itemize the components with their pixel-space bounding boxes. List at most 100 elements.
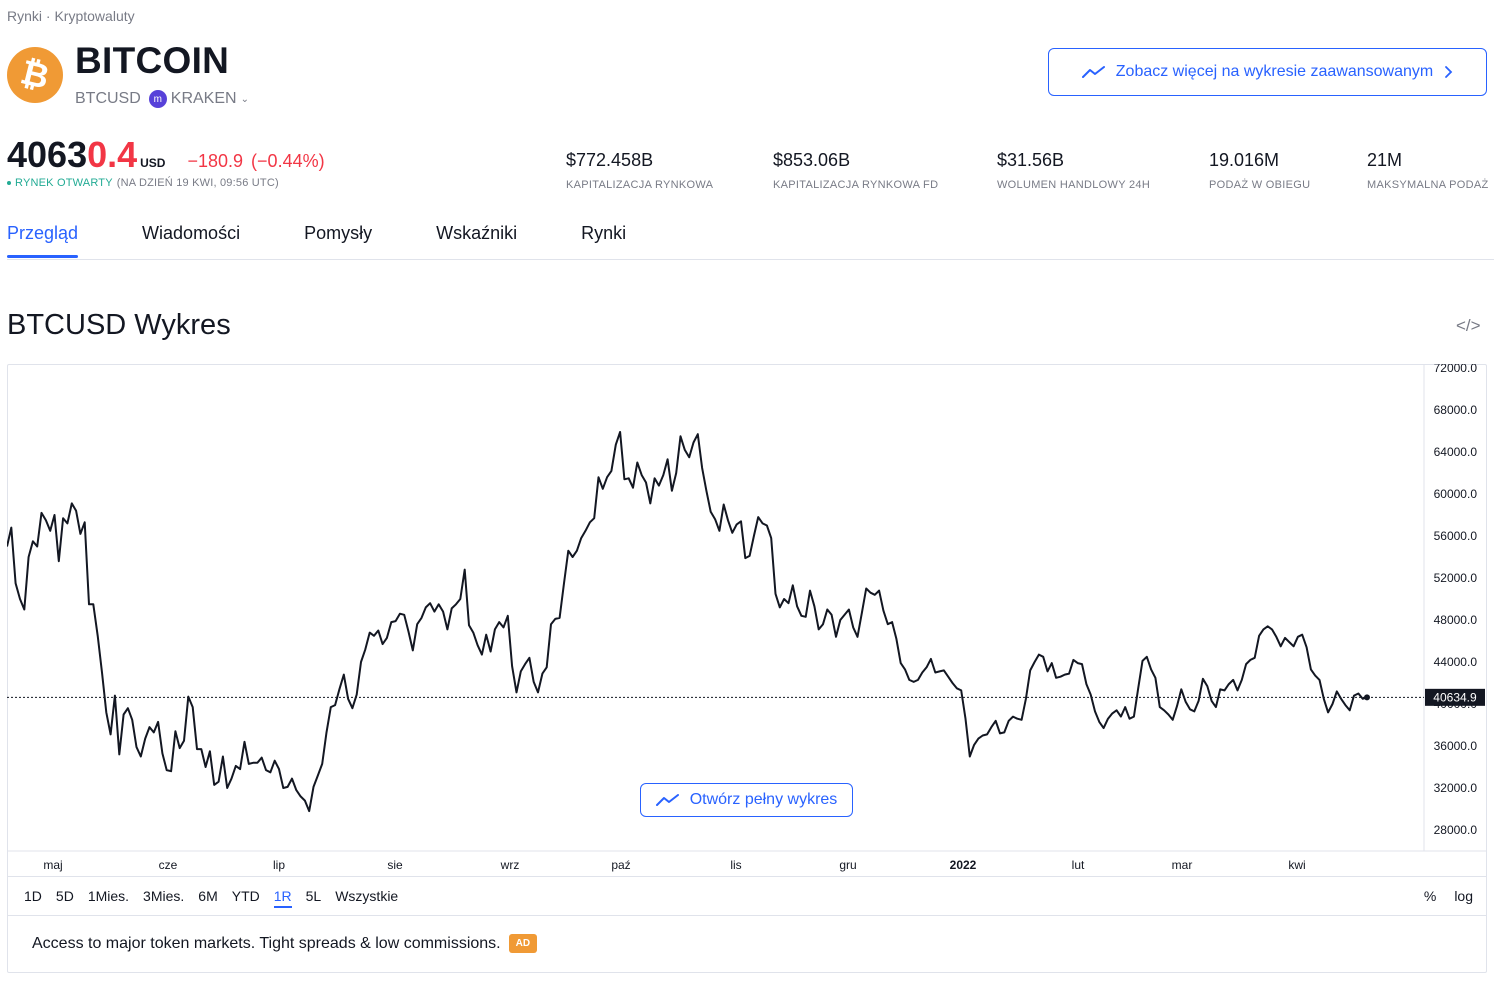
price-chart[interactable]: 72000.0 68000.0 64000.0 60000.0 56000.0 52000… bbox=[7, 364, 1487, 874]
time-tick-label: paź bbox=[611, 858, 630, 872]
stat-label: KAPITALIZACJA RYNKOWA FD bbox=[773, 179, 939, 191]
exchange-name: KRAKEN bbox=[170, 90, 237, 107]
price-change: −180.9 bbox=[187, 151, 244, 171]
tabs-divider bbox=[7, 259, 1494, 260]
price-change-percent: (−0.44%) bbox=[251, 151, 325, 171]
range-6m[interactable]: 6M bbox=[198, 888, 218, 904]
tab-news[interactable]: Wiadomości bbox=[142, 223, 241, 243]
breadcrumb: Rynki · Kryptowaluty bbox=[7, 8, 135, 24]
chart-line-icon bbox=[1081, 66, 1105, 78]
breadcrumb-crypto-link[interactable]: Kryptowaluty bbox=[54, 8, 135, 24]
price-tick-label: 68000.0 bbox=[1434, 403, 1478, 417]
stat-label: KAPITALIZACJA RYNKOWA bbox=[566, 179, 714, 191]
time-tick-label: lis bbox=[730, 858, 741, 872]
tab-indicators[interactable]: Wskaźniki bbox=[436, 223, 518, 243]
bitcoin-symbol: ₿ bbox=[16, 52, 54, 98]
price-last-digits: 0.4 bbox=[87, 134, 138, 175]
market-open-label: RYNEK OTWARTY bbox=[15, 177, 113, 189]
price-tick-label: 28000.0 bbox=[1434, 823, 1478, 837]
last-price-label: 40634.9 bbox=[1425, 688, 1485, 706]
stat-value: $772.458B bbox=[566, 150, 654, 170]
price-tick-label: 36000.0 bbox=[1434, 739, 1478, 753]
stat-value: $853.06B bbox=[773, 150, 851, 170]
price-currency: USD bbox=[140, 156, 166, 170]
price-tick-label: 32000.0 bbox=[1434, 781, 1478, 795]
price-tick-label: 64000.0 bbox=[1434, 445, 1478, 459]
last-price-badge bbox=[1425, 688, 1485, 706]
symbol-row: BTCUSD m KRAKEN ⌄ bbox=[75, 90, 249, 108]
time-tick-label: lut bbox=[1072, 858, 1085, 872]
time-axis: maj cze lip sie wrz paź lis gru 2022 lut mar kwi bbox=[43, 858, 1305, 872]
exchange-selector[interactable]: m KRAKEN ⌄ bbox=[148, 90, 249, 108]
btcusd-price-line bbox=[7, 431, 1368, 813]
price-tick-label: 72000.0 bbox=[1434, 364, 1478, 375]
ad-text: Access to major token markets. Tight spr… bbox=[32, 934, 501, 952]
page-title: BITCOIN bbox=[75, 40, 230, 81]
market-status: RYNEK OTWARTY (NA DZIEŃ 19 KWI, 09:56 UT… bbox=[7, 177, 279, 189]
ad-badge: AD bbox=[508, 934, 538, 953]
status-dot-icon bbox=[7, 181, 11, 185]
advanced-chart-button[interactable]: Zobacz więcej na wykresie zaawansowanym bbox=[1048, 48, 1487, 96]
percent-scale-toggle[interactable]: % bbox=[1423, 888, 1437, 904]
range-1d[interactable]: 1D bbox=[24, 888, 42, 904]
open-full-chart-button[interactable]: Otwórz pełny wykres bbox=[640, 783, 853, 817]
stat-market-cap-fd: $853.06B KAPITALIZACJA RYNKOWA FD bbox=[773, 150, 938, 191]
range-5d[interactable]: 5D bbox=[55, 888, 74, 904]
stat-circulating-supply: 19.016M PODAŻ W OBIEGU bbox=[1209, 150, 1310, 191]
time-tick-label: wrz bbox=[500, 858, 520, 872]
time-tick-label: cze bbox=[159, 858, 178, 872]
price-tick-label: 48000.0 bbox=[1434, 613, 1478, 627]
stat-label: MAKSYMALNA PODAŻ bbox=[1367, 179, 1489, 191]
price-tick-label: 56000.0 bbox=[1434, 529, 1478, 543]
advanced-chart-label: Zobacz więcej na wykresie zaawansowanym bbox=[1115, 63, 1434, 80]
market-status-date: (NA DZIEŃ 19 KWI, 09:56 UTC) bbox=[116, 177, 279, 189]
stat-value: 19.016M bbox=[1209, 150, 1280, 170]
time-tick-label: mar bbox=[1172, 858, 1193, 872]
range-1m[interactable]: 1Mies. bbox=[87, 888, 130, 904]
time-tick-label: gru bbox=[839, 858, 856, 872]
stat-value: $31.56B bbox=[997, 150, 1065, 170]
range-ytd[interactable]: YTD bbox=[231, 888, 260, 904]
tab-markets[interactable]: Rynki bbox=[581, 223, 627, 243]
bitcoin-logo-icon: ₿ bbox=[7, 47, 63, 103]
range-1y[interactable]: 1R bbox=[273, 888, 292, 908]
stat-label: PODAŻ W OBIEGU bbox=[1209, 179, 1311, 191]
time-tick-label: maj bbox=[43, 858, 62, 872]
range-all[interactable]: Wszystkie bbox=[335, 888, 399, 904]
kraken-icon: m bbox=[148, 90, 167, 108]
embed-code-icon[interactable]: </> bbox=[1456, 316, 1481, 335]
stat-market-cap: $772.458B KAPITALIZACJA RYNKOWA bbox=[566, 150, 713, 191]
range-5y[interactable]: 5L bbox=[305, 888, 322, 904]
price-axis: 72000.0 68000.0 64000.0 60000.0 56000.0 52000… bbox=[1434, 364, 1478, 837]
chart-title: BTCUSD Wykres bbox=[7, 309, 231, 341]
chevron-right-icon bbox=[1445, 66, 1453, 78]
breadcrumb-separator: · bbox=[45, 8, 51, 24]
chevron-down-icon: ⌄ bbox=[240, 93, 249, 105]
tab-bar: Przegląd Wiadomości Pomysły Wskaźniki Ry… bbox=[7, 223, 690, 258]
price-block: 4063 0.4 USD −180.9 (−0.44%) bbox=[7, 134, 325, 176]
chart-container bbox=[7, 364, 1487, 973]
tab-overview[interactable]: Przegląd bbox=[7, 223, 79, 258]
time-tick-label: kwi bbox=[1288, 858, 1305, 872]
price-tick-label: 52000.0 bbox=[1434, 571, 1478, 585]
tab-ideas[interactable]: Pomysły bbox=[304, 223, 373, 243]
range-3m[interactable]: 3Mies. bbox=[143, 888, 185, 904]
price-tick-label: 44000.0 bbox=[1434, 655, 1478, 669]
last-price-value: 40634.9 bbox=[1433, 690, 1477, 704]
ad-banner[interactable]: Access to major token markets. Tight spr… bbox=[32, 934, 538, 953]
log-scale-toggle[interactable]: log bbox=[1454, 888, 1473, 904]
breadcrumb-markets-link[interactable]: Rynki bbox=[7, 8, 43, 24]
price-main: 4063 bbox=[7, 134, 88, 175]
ticker-symbol: BTCUSD bbox=[75, 90, 141, 107]
time-tick-label: 2022 bbox=[950, 858, 977, 872]
time-tick-label: sie bbox=[387, 858, 403, 872]
stat-max-supply: 21M MAKSYMALNA PODAŻ bbox=[1367, 150, 1489, 191]
open-full-chart-label: Otwórz pełny wykres bbox=[689, 791, 838, 808]
stat-label: WOLUMEN HANDLOWY 24H bbox=[997, 179, 1151, 191]
stat-value: 21M bbox=[1367, 150, 1403, 170]
range-toolbar: 1D 5D 1Mies. 3Mies. 6M YTD 1R 5L Wszystk… bbox=[7, 876, 1487, 916]
chart-line-icon bbox=[655, 794, 679, 806]
time-tick-label: lip bbox=[273, 858, 285, 872]
price-tick-label: 60000.0 bbox=[1434, 487, 1478, 501]
stat-volume-24h: $31.56B WOLUMEN HANDLOWY 24H bbox=[997, 150, 1150, 191]
